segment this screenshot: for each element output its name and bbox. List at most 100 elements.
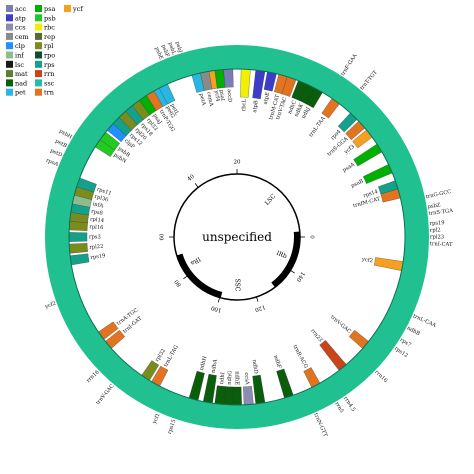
gene-label-rrn16: rrn16	[373, 369, 388, 384]
outer-ring	[45, 45, 429, 429]
legend-label-cem: cem	[15, 33, 29, 41]
ticks: 0 20 40 60 80 100 120 140	[160, 160, 315, 313]
gene-label-psbE: psbE	[153, 46, 164, 61]
tick-40	[194, 183, 199, 188]
gene-label-petA: petA	[198, 93, 207, 107]
legend-swatch-trn	[35, 88, 42, 96]
legend-swatch-nad	[6, 79, 13, 87]
tick-120	[256, 296, 259, 302]
gene-label-ndhK: ndhK	[294, 103, 306, 118]
gene-label-ycf3: ycf3	[343, 144, 356, 156]
gene-label-rbcL: rbcL	[241, 99, 248, 112]
gene-label-ndhA: ndhA	[211, 359, 219, 374]
gene-label-ndhB: ndhB	[406, 325, 421, 337]
gene-label-psaB: psaB	[350, 179, 364, 190]
legend-swatch-ycf	[64, 5, 71, 12]
legend-label-rpl: rpl	[44, 42, 53, 50]
gene-label-ndhJ: ndhJ	[301, 106, 312, 119]
tick-label-40: 40	[187, 173, 197, 182]
gene-label-rpl14: rpl14	[90, 216, 105, 224]
region-arc-ira	[176, 253, 223, 298]
gene-label-trnI-CAT: trnI-CAT	[430, 241, 453, 248]
legend-label-psb: psb	[44, 14, 56, 22]
gene-label-psbL: psbL	[167, 42, 177, 57]
legend-label-rps: rps	[44, 61, 55, 69]
gene-label-petG: petG	[164, 105, 175, 119]
gene-label-psaJ: psaJ	[151, 113, 162, 126]
gene-label-rpoA: rpoA	[45, 158, 59, 168]
ring-inner-edge	[68, 68, 406, 406]
legend-swatch-cem	[6, 32, 13, 40]
gene-label-trnF-GAA: trnF-GAA	[340, 53, 359, 77]
tick-label-60: 60	[160, 233, 166, 240]
legend-label-ccs: ccs	[15, 24, 26, 32]
gene-label-ycf2: ycf2	[43, 301, 56, 311]
legend-swatch-ccs	[6, 23, 13, 31]
tick-100	[217, 297, 221, 303]
legend-label-psa: psa	[44, 5, 55, 13]
legend-label-rep: rep	[44, 33, 55, 41]
gene-label-rpl36: rpl36	[94, 194, 109, 204]
legend-label-trn: trn	[44, 89, 54, 97]
gene-label-psaA: psaA	[342, 162, 356, 174]
tick-label-20: 20	[234, 160, 241, 166]
gene-label-rps11: rps11	[96, 186, 112, 197]
legend-swatch-rps	[35, 60, 42, 68]
gene-label-trnN-GTT: trnN-GTT	[312, 412, 328, 438]
gene-label-rps19: rps19	[90, 253, 106, 261]
legend-label-pet: pet	[15, 89, 26, 97]
gene-label-rrn16: rrn16	[86, 369, 101, 384]
legend-swatch-rep	[35, 32, 42, 40]
gene-label-ndhG: ndhG	[227, 371, 234, 385]
legend-swatch-lsc	[6, 60, 13, 68]
legend-label-inf: inf	[15, 52, 24, 60]
legend-swatch-psa	[35, 5, 42, 12]
gene-label-trnG-GCC: trnG-GCC	[425, 189, 452, 200]
gene-label-rpl23: rpl23	[430, 235, 444, 241]
gene-label-accD: accD	[226, 89, 233, 102]
legend-label-lsc: lsc	[15, 61, 24, 69]
gene-label-cemA: cemA	[205, 91, 214, 107]
gene-label-infA: infA	[92, 201, 104, 209]
legend-swatch-atp	[6, 14, 13, 22]
gene-label-rps7: rps7	[399, 337, 412, 348]
legend-swatch-inf	[6, 51, 13, 59]
legend-label-nad: nad	[15, 79, 27, 87]
gene-label-ndhI: ndhI	[219, 372, 226, 385]
legend-label-atp: atp	[15, 14, 26, 22]
gene-label-ccsA: ccsA	[243, 372, 250, 385]
legend-swatch-rbc	[35, 23, 42, 31]
legend-label-rpo: rpo	[44, 52, 55, 60]
gene-label-atpE: atpE	[263, 92, 271, 105]
gene-label-ndhE: ndhE	[234, 371, 240, 385]
gene-label-ndhD: ndhD	[251, 359, 259, 374]
region-label-IRa: IRa	[189, 255, 202, 267]
gene-label-psbH: psbH	[58, 128, 73, 141]
region-label-IRb: IRb	[275, 250, 288, 261]
gene-label-rps15: rps15	[167, 419, 178, 435]
gene-label-ycf4: ycf4	[213, 89, 221, 102]
region-label-SSC: SSC	[234, 279, 241, 292]
gene-label-ycf1: ycf1	[151, 412, 161, 425]
center-label: unspecified	[202, 230, 272, 244]
gene-label-trnL-TAG: trnL-TAG	[163, 344, 180, 368]
gene-label-rrn5: rrn5	[333, 401, 344, 414]
gene-label-rps19: rps19	[429, 220, 444, 227]
legend-swatch-rrn	[35, 70, 42, 78]
tick-label-0: 0	[309, 235, 315, 239]
legend-swatch-rpo	[35, 51, 42, 59]
region-arcs	[176, 231, 300, 298]
gene-label-trnV-GAC: trnV-GAC	[95, 383, 116, 406]
gene-label-rrn23: rrn23	[309, 328, 323, 343]
legend-label-acc: acc	[15, 5, 27, 13]
gene-label-ndhF: ndhF	[272, 355, 282, 370]
tick-label-120: 120	[254, 303, 266, 312]
gene-label-rpl16: rpl16	[89, 224, 103, 231]
gene-label-psbF: psbF	[160, 44, 170, 59]
gene-label-trnT-TGT: trnT-TGT	[359, 69, 379, 91]
legend-swatch-mat	[6, 70, 13, 78]
gene-label-ycf2: ycf2	[360, 256, 373, 264]
legend-label-rrn: rrn	[44, 70, 54, 78]
gene-label-ndhC: ndhC	[287, 100, 298, 115]
